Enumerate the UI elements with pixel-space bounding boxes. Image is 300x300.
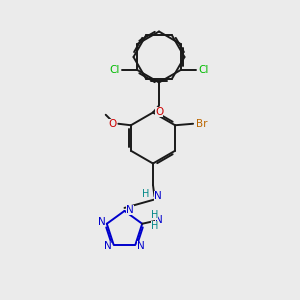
Text: H: H	[151, 210, 158, 220]
Text: Br: Br	[196, 119, 207, 129]
Text: N: N	[154, 191, 161, 202]
Text: O: O	[155, 106, 163, 117]
Text: H: H	[151, 221, 158, 231]
Text: Cl: Cl	[198, 65, 209, 75]
Text: N: N	[126, 205, 134, 215]
Text: O: O	[108, 119, 116, 129]
Text: N: N	[137, 241, 145, 251]
Text: N: N	[155, 215, 163, 225]
Text: Cl: Cl	[109, 65, 120, 75]
Text: H: H	[142, 189, 150, 199]
Text: N: N	[98, 217, 105, 227]
Text: N: N	[104, 241, 111, 251]
